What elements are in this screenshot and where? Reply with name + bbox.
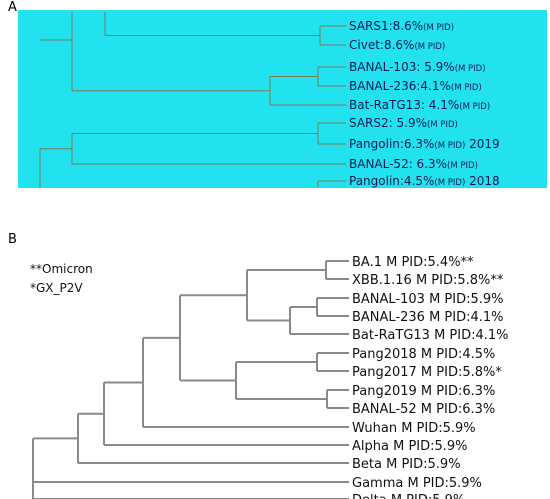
a-leaf-note: (M PID) [423,23,454,33]
a-leaf-value: : 6.3% [409,157,447,171]
a-leaf-label: SARS1:8.6%(M PID) [349,19,454,33]
a-leaf-note: (M PID) [447,161,478,171]
a-leaf-name: SARS1 [349,19,389,33]
legend-omicron: **Omicron [30,262,93,276]
b-leaf-label: Pang2017 M PID:5.8%* [352,365,502,380]
a-leaf-value: : 5.9% [389,116,427,130]
a-leaf-label: BANAL-236:4.1%(M PID) [349,79,482,93]
a-leaf-value: :4.5% [400,174,435,188]
a-leaf-value: :6.3% [400,137,435,151]
panel-a-leaves: SARS1:8.6%(M PID)Civet:8.6%(M PID)BANAL-… [349,19,500,188]
b-leaf-label: Pang2018 M PID:4.5% [352,347,495,362]
a-leaf-note: (M PID) [427,120,458,130]
b-leaf-label: Pang2019 M PID:6.3% [352,384,495,399]
a-leaf-label: BANAL-103: 5.9%(M PID) [349,60,486,74]
a-leaf-value: : 5.9% [416,60,454,74]
a-leaf-value: : 4.1% [421,98,459,112]
a-leaf-name: Pangolin [349,174,400,188]
panel-a-svg: SARS1:8.6%(M PID)Civet:8.6%(M PID)BANAL-… [39,12,500,188]
b-leaf-label: Gamma M PID:5.9% [352,476,482,491]
a-leaf-value: :8.6% [389,19,424,33]
b-leaf-label: Bat-RaTG13 M PID:4.1% [352,328,509,343]
a-leaf-note: (M PID) [414,42,445,52]
b-leaf-label: Alpha M PID:5.9% [352,439,468,454]
legend-gx-p2v: *GX_P2V [30,281,83,295]
a-leaf-label: SARS2: 5.9%(M PID) [349,116,458,130]
panel-b-label: B [8,232,17,247]
a-leaf-name: SARS2 [349,116,389,130]
a-leaf-value: :8.6% [380,38,415,52]
b-leaf-label: BANAL-236 M PID:4.1% [352,310,504,325]
a-leaf-value: :4.1% [416,79,451,93]
a-leaf-note: (M PID) [434,141,465,151]
a-leaf-label: Pangolin:6.3%(M PID) 2019 [349,137,500,151]
panel-b-branches [32,260,349,499]
a-leaf-name: BANAL-103 [349,60,416,74]
b-leaf-label: Wuhan M PID:5.9% [352,421,476,436]
a-leaf-name: BANAL-52 [349,157,409,171]
a-leaf-year: 2018 [465,174,499,188]
a-leaf-label: Pangolin:4.5%(M PID) 2018 [349,174,500,188]
panel-a-label: A [8,0,17,15]
b-leaf-label: Beta M PID:5.9% [352,457,461,472]
panel-a-tree: SARS1:8.6%(M PID) Civet:8.6%(M PID) BANAL-… [18,10,547,188]
b-leaf-label: BANAL-52 M PID:6.3% [352,402,495,417]
a-leaf-label: Bat-RaTG13: 4.1%(M PID) [349,98,490,112]
panel-b-leaves: BA.1 M PID:5.4%** XBB.1.16 M PID:5.8%** BA… [352,255,509,499]
b-leaf-label: BANAL-103 M PID:5.9% [352,292,504,307]
panel-a-branches [39,12,346,188]
a-leaf-note: (M PID) [455,64,486,74]
a-leaf-name: Pangolin [349,137,400,151]
a-leaf-note: (M PID) [459,102,490,112]
b-leaf-label: BA.1 M PID:5.4%** [352,255,474,270]
a-leaf-name: BANAL-236 [349,79,416,93]
a-leaf-name: Civet [349,38,380,52]
a-leaf-label: BANAL-52: 6.3%(M PID) [349,157,478,171]
a-leaf-name: Bat-RaTG13 [349,98,421,112]
b-leaf-label: XBB.1.16 M PID:5.8%** [352,273,504,288]
a-leaf-note: (M PID) [434,178,465,188]
a-leaf-year: 2019 [465,137,499,151]
a-leaf-note: (M PID) [451,83,482,93]
b-leaf-label: Delta M PID:5.9% [352,493,465,499]
a-leaf-label: Civet:8.6%(M PID) [349,38,445,52]
